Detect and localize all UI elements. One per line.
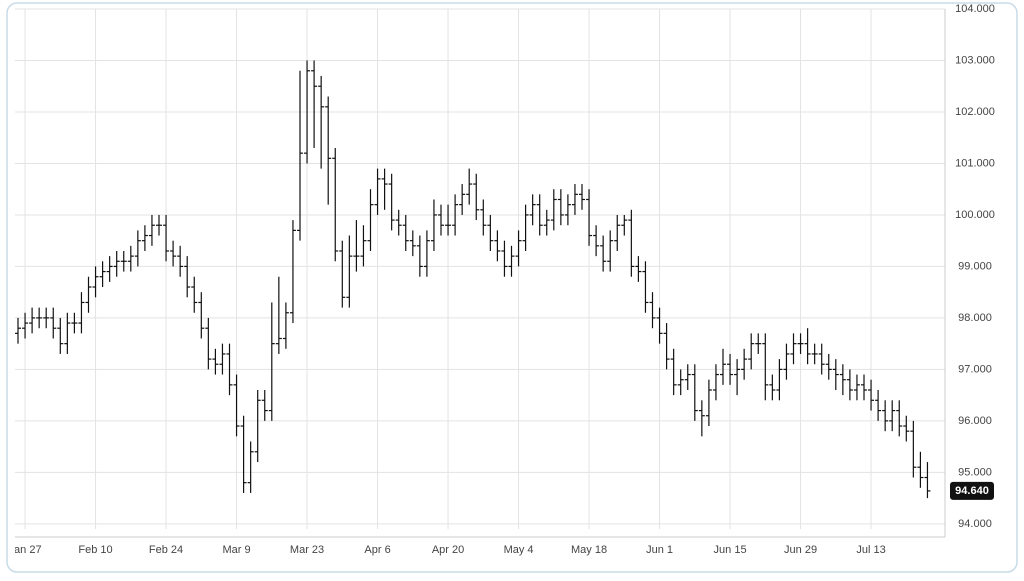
y-tick-label: 99.000: [958, 260, 992, 272]
x-tick-label: Mar 9: [222, 544, 250, 556]
x-tick-label: Jun 1: [646, 544, 673, 556]
x-tick-label: Feb 10: [78, 544, 112, 556]
x-tick-label: Apr 20: [432, 544, 464, 556]
x-tick-label: May 4: [504, 544, 534, 556]
x-tick-label: Jun 29: [784, 544, 817, 556]
x-tick-label: Mar 23: [290, 544, 324, 556]
x-tick-label: Jun 15: [714, 544, 747, 556]
last-value-label: 94.640: [955, 485, 989, 497]
y-tick-label: 104.000: [955, 3, 995, 15]
x-tick-label: Jul 13: [856, 544, 885, 556]
frame: [6, 2, 1018, 573]
y-tick-label: 101.000: [955, 157, 995, 169]
last-value-box: [950, 481, 994, 500]
x-tick-label: Apr 6: [364, 544, 390, 556]
y-tick-label: 102.000: [955, 106, 995, 118]
x-tick-label: Jan 27: [9, 544, 42, 556]
y-tick-label: 95.000: [958, 466, 992, 478]
y-tick-label: 98.000: [958, 312, 992, 324]
y-tick-label: 94.000: [958, 518, 992, 530]
y-tick-label: 103.000: [955, 54, 995, 66]
y-tick-label: 97.000: [958, 363, 992, 375]
y-tick-label: 96.000: [958, 415, 992, 427]
y-tick-label: 100.000: [955, 209, 995, 221]
plot: 94.000 95.000 96.000 97.000 98.000 99.000 100.…: [9, 3, 995, 556]
x-tick-label: Feb 24: [149, 544, 183, 556]
x-tick-label: May 18: [571, 544, 607, 556]
